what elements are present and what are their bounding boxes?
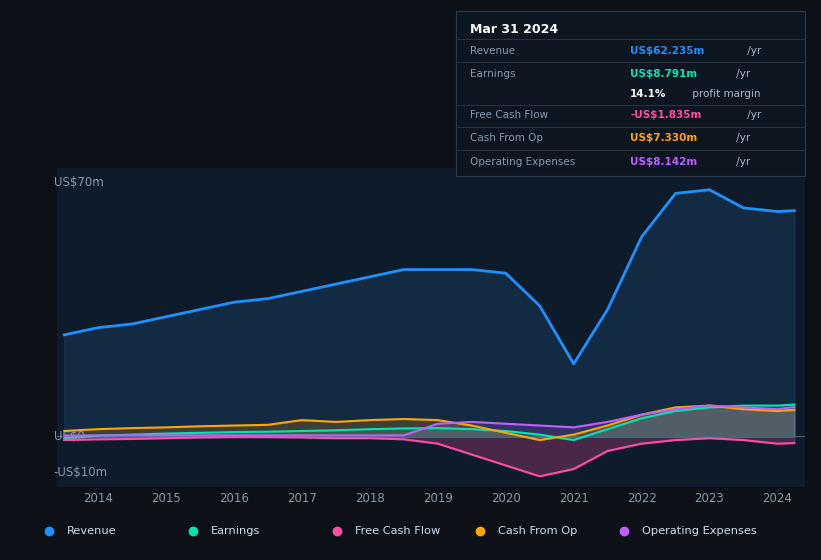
Text: /yr: /yr: [732, 133, 750, 143]
Text: Earnings: Earnings: [211, 526, 260, 536]
Text: US$8.142m: US$8.142m: [631, 157, 697, 166]
Text: profit margin: profit margin: [690, 89, 761, 99]
Text: Revenue: Revenue: [67, 526, 117, 536]
Text: US$7.330m: US$7.330m: [631, 133, 697, 143]
Text: Cash From Op: Cash From Op: [470, 133, 543, 143]
Text: US$62.235m: US$62.235m: [631, 46, 704, 56]
Text: /yr: /yr: [744, 110, 761, 120]
Text: Operating Expenses: Operating Expenses: [470, 157, 575, 166]
Text: US$8.791m: US$8.791m: [631, 69, 697, 79]
Text: /yr: /yr: [744, 46, 761, 56]
Text: US$70m: US$70m: [53, 176, 103, 189]
Text: -US$10m: -US$10m: [53, 466, 108, 479]
Text: 14.1%: 14.1%: [631, 89, 667, 99]
Text: Cash From Op: Cash From Op: [498, 526, 578, 536]
Text: Operating Expenses: Operating Expenses: [642, 526, 757, 536]
Text: US$0: US$0: [53, 430, 85, 443]
Text: Free Cash Flow: Free Cash Flow: [470, 110, 548, 120]
Text: Revenue: Revenue: [470, 46, 515, 56]
Text: -US$1.835m: -US$1.835m: [631, 110, 701, 120]
Text: /yr: /yr: [732, 157, 750, 166]
Text: /yr: /yr: [732, 69, 750, 79]
Text: Earnings: Earnings: [470, 69, 515, 79]
Text: Free Cash Flow: Free Cash Flow: [355, 526, 440, 536]
Text: Mar 31 2024: Mar 31 2024: [470, 23, 557, 36]
